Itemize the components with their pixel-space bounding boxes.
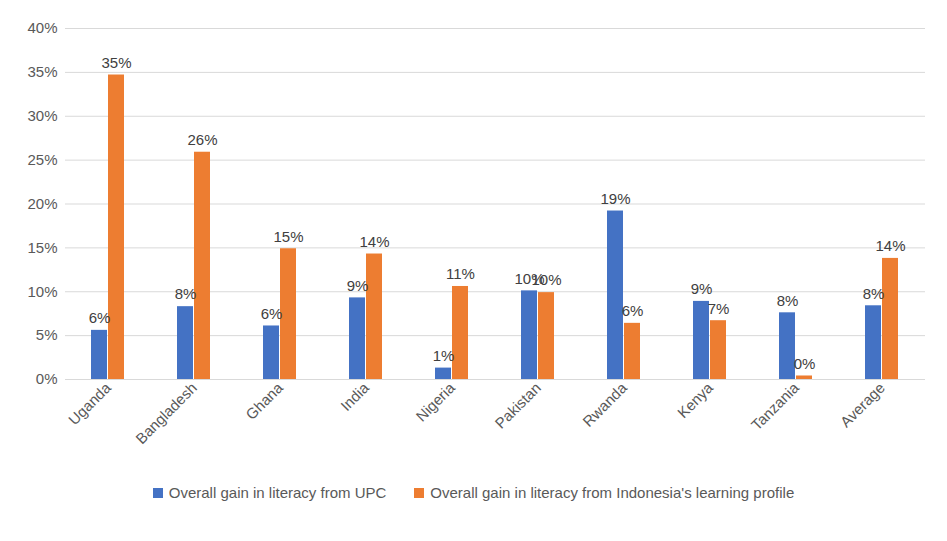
html-text:Overall gain in literacy from: Overall gain in literacy from Indonesia'…: [430, 484, 795, 501]
svg-text:40%: 40%: [27, 19, 57, 36]
svg-text:Kenya: Kenya: [674, 379, 717, 422]
svg-text:14%: 14%: [359, 233, 389, 250]
svg-text:9%: 9%: [347, 277, 369, 294]
svg-text:8%: 8%: [175, 285, 197, 302]
svg-text:19%: 19%: [600, 190, 630, 207]
svg-text:35%: 35%: [101, 54, 131, 71]
svg-text:15%: 15%: [273, 228, 303, 245]
svg-text:26%: 26%: [187, 131, 217, 148]
svg-text:Nigeria: Nigeria: [412, 379, 458, 425]
svg-text:10%: 10%: [531, 271, 561, 288]
svg-text:6%: 6%: [622, 302, 644, 319]
svg-text:Ghana: Ghana: [242, 379, 286, 423]
svg-text:6%: 6%: [89, 309, 111, 326]
html-text:Overall gain in literacy from: Overall gain in literacy from UPC: [168, 484, 387, 501]
svg-text:8%: 8%: [863, 285, 885, 302]
svg-text:11%: 11%: [446, 265, 475, 282]
svg-text:20%: 20%: [27, 195, 57, 212]
svg-text:25%: 25%: [27, 151, 57, 168]
svg-text:5%: 5%: [36, 326, 58, 343]
svg-text:1%: 1%: [433, 347, 455, 364]
svg-text:14%: 14%: [875, 237, 905, 254]
svg-text:35%: 35%: [27, 63, 57, 80]
svg-text:15%: 15%: [27, 239, 57, 256]
svg-text:Pakistan: Pakistan: [491, 379, 544, 432]
svg-text:Average: Average: [837, 379, 888, 430]
svg-text:10%: 10%: [514, 269, 545, 287]
svg-text:0%: 0%: [36, 370, 58, 387]
svg-text:Tanzania: Tanzania: [748, 379, 803, 434]
svg-text:6%: 6%: [261, 305, 283, 322]
svg-text:8%: 8%: [777, 292, 799, 309]
svg-text:0%: 0%: [794, 355, 816, 372]
svg-text:Uganda: Uganda: [65, 379, 115, 429]
svg-text:Rwanda: Rwanda: [579, 379, 630, 430]
svg-text:Bangladesh: Bangladesh: [132, 379, 200, 447]
svg-text:7%: 7%: [708, 300, 730, 317]
svg-text:30%: 30%: [27, 107, 57, 124]
svg-text:9%: 9%: [691, 280, 713, 297]
svg-text:India: India: [337, 379, 372, 414]
svg-text:10%: 10%: [27, 283, 57, 300]
